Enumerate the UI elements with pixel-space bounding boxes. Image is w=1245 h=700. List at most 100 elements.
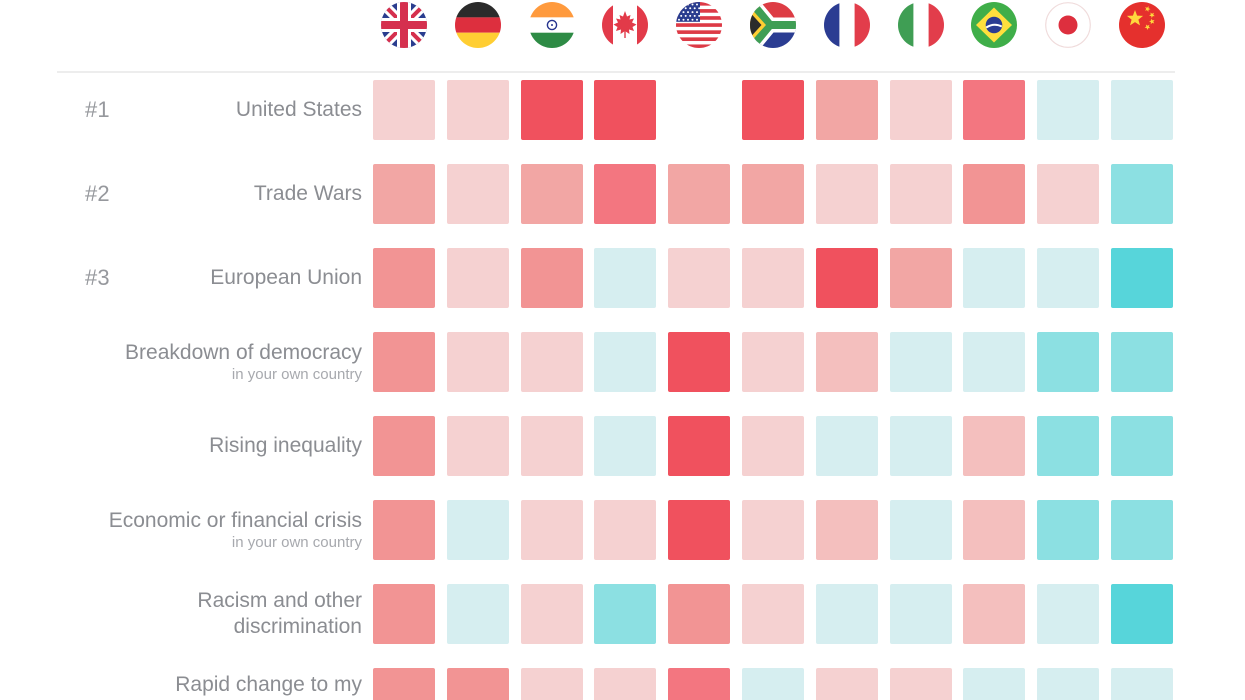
- heatmap-cell: [594, 248, 657, 308]
- heatmap-cell: [889, 80, 952, 140]
- heatmap-cell: [1037, 164, 1100, 224]
- heatmap-cell: [446, 668, 509, 700]
- heatmap-cell: [815, 668, 878, 700]
- heatmap-cell: [815, 500, 878, 560]
- heatmap-cell: [889, 248, 952, 308]
- heatmap-cell: [1111, 80, 1173, 140]
- heatmap-cell: [815, 416, 878, 476]
- heatmap-cell: [373, 584, 435, 644]
- row-label: Economic or financial crisis: [108, 509, 362, 532]
- usa-flag-icon: [676, 2, 723, 48]
- row-label: Racism and other: [197, 589, 362, 612]
- heatmap-cell: [520, 332, 583, 392]
- heatmap-cell: [594, 668, 657, 700]
- heatmap-cell: [742, 248, 804, 308]
- heatmap-cell: [1111, 584, 1173, 644]
- france-flag-icon: [823, 2, 870, 48]
- row-label: Rapid change to my: [175, 673, 362, 696]
- heatmap-cell: [889, 500, 952, 560]
- row-rank: #1: [85, 97, 110, 122]
- heatmap-cell: [373, 416, 435, 476]
- heatmap-cell: [520, 248, 583, 308]
- header-divider: [57, 71, 1175, 73]
- row-rank: #2: [85, 181, 110, 206]
- heatmap-cell: [446, 332, 509, 392]
- heatmap-cell: [742, 164, 804, 224]
- heatmap-cell: [815, 248, 878, 308]
- heatmap-cell: [742, 80, 804, 140]
- heatmap-cell: [1037, 80, 1100, 140]
- italy-flag-icon: [897, 2, 944, 48]
- row-label-group: Rising inequality: [0, 416, 362, 476]
- heatmap-cell: [1037, 332, 1100, 392]
- heatmap-cell: [815, 332, 878, 392]
- india-flag-icon: [528, 2, 575, 48]
- heatmap-cell: [1037, 416, 1100, 476]
- heatmap-cell: [815, 584, 878, 644]
- heatmap-cell: [520, 500, 583, 560]
- heatmap-cell: [446, 80, 509, 140]
- germany-flag-icon: [454, 2, 501, 48]
- canada-flag-icon: [602, 2, 649, 48]
- heatmap-cell: [373, 332, 435, 392]
- heatmap-cell: [1111, 500, 1173, 560]
- row-label-group: Trade Wars: [0, 164, 362, 224]
- heatmap-cell: [520, 668, 583, 700]
- heatmap-cell: [963, 332, 1026, 392]
- heatmap-cell: [889, 332, 952, 392]
- row-label: Breakdown of democracy: [125, 341, 362, 364]
- heatmap-cell: [668, 500, 731, 560]
- row-label: Trade Wars: [253, 182, 362, 205]
- china-flag-icon: [1119, 2, 1165, 48]
- heatmap-cell: [1037, 248, 1100, 308]
- heatmap-cell: [963, 584, 1026, 644]
- heatmap-cell: [815, 80, 878, 140]
- heatmap-cell: [373, 668, 435, 700]
- heatmap-cell: [889, 584, 952, 644]
- uk-flag-icon: [381, 2, 427, 48]
- heatmap-cell: [1111, 416, 1173, 476]
- heatmap-cell: [1111, 668, 1173, 700]
- heatmap-cell: [1111, 164, 1173, 224]
- heatmap-cell: [520, 416, 583, 476]
- heatmap-cell: [742, 500, 804, 560]
- japan-flag-icon: [1045, 2, 1092, 48]
- row-sublabel: in your own country: [231, 366, 362, 383]
- heatmap-cell: [742, 668, 804, 700]
- heatmap-cell: [742, 416, 804, 476]
- heatmap-cell: [963, 248, 1026, 308]
- heatmap-cell: [963, 500, 1026, 560]
- row-label: Rising inequality: [209, 434, 362, 457]
- row-label: discrimination: [233, 615, 362, 638]
- heatmap-cell: [1111, 332, 1173, 392]
- heatmap-cell: [594, 80, 657, 140]
- heatmap-cell: [446, 248, 509, 308]
- row-label: European Union: [210, 266, 362, 289]
- heatmap-cell: [1037, 668, 1100, 700]
- south-africa-flag-icon: [750, 2, 796, 48]
- row-label-group: Breakdown of democracy in your own countr…: [0, 332, 362, 392]
- heatmap-cell: [446, 500, 509, 560]
- brazil-flag-icon: [971, 2, 1018, 48]
- heatmap-cell: [594, 584, 657, 644]
- heatmap-cell: [373, 164, 435, 224]
- heatmap-cell: [373, 248, 435, 308]
- heatmap-cell: [668, 332, 731, 392]
- heatmap-cell: [963, 668, 1026, 700]
- heatmap-cell: [963, 80, 1026, 140]
- heatmap-cell: [373, 80, 435, 140]
- row-label-group: European Union: [0, 248, 362, 308]
- row-label-group: Economic or financial crisis in your own …: [0, 500, 362, 560]
- heatmap-cell: [742, 332, 804, 392]
- heatmap-cell: [668, 416, 731, 476]
- heatmap-cell: [520, 584, 583, 644]
- heatmap-cell: [668, 668, 731, 700]
- heatmap-cell: [594, 416, 657, 476]
- heatmap-cell: [668, 248, 731, 308]
- row-sublabel: in your own country: [231, 534, 362, 551]
- heatmap-cell: [594, 332, 657, 392]
- heatmap-cell: [520, 164, 583, 224]
- heatmap-cell: [1037, 584, 1100, 644]
- heatmap-cell: [889, 668, 952, 700]
